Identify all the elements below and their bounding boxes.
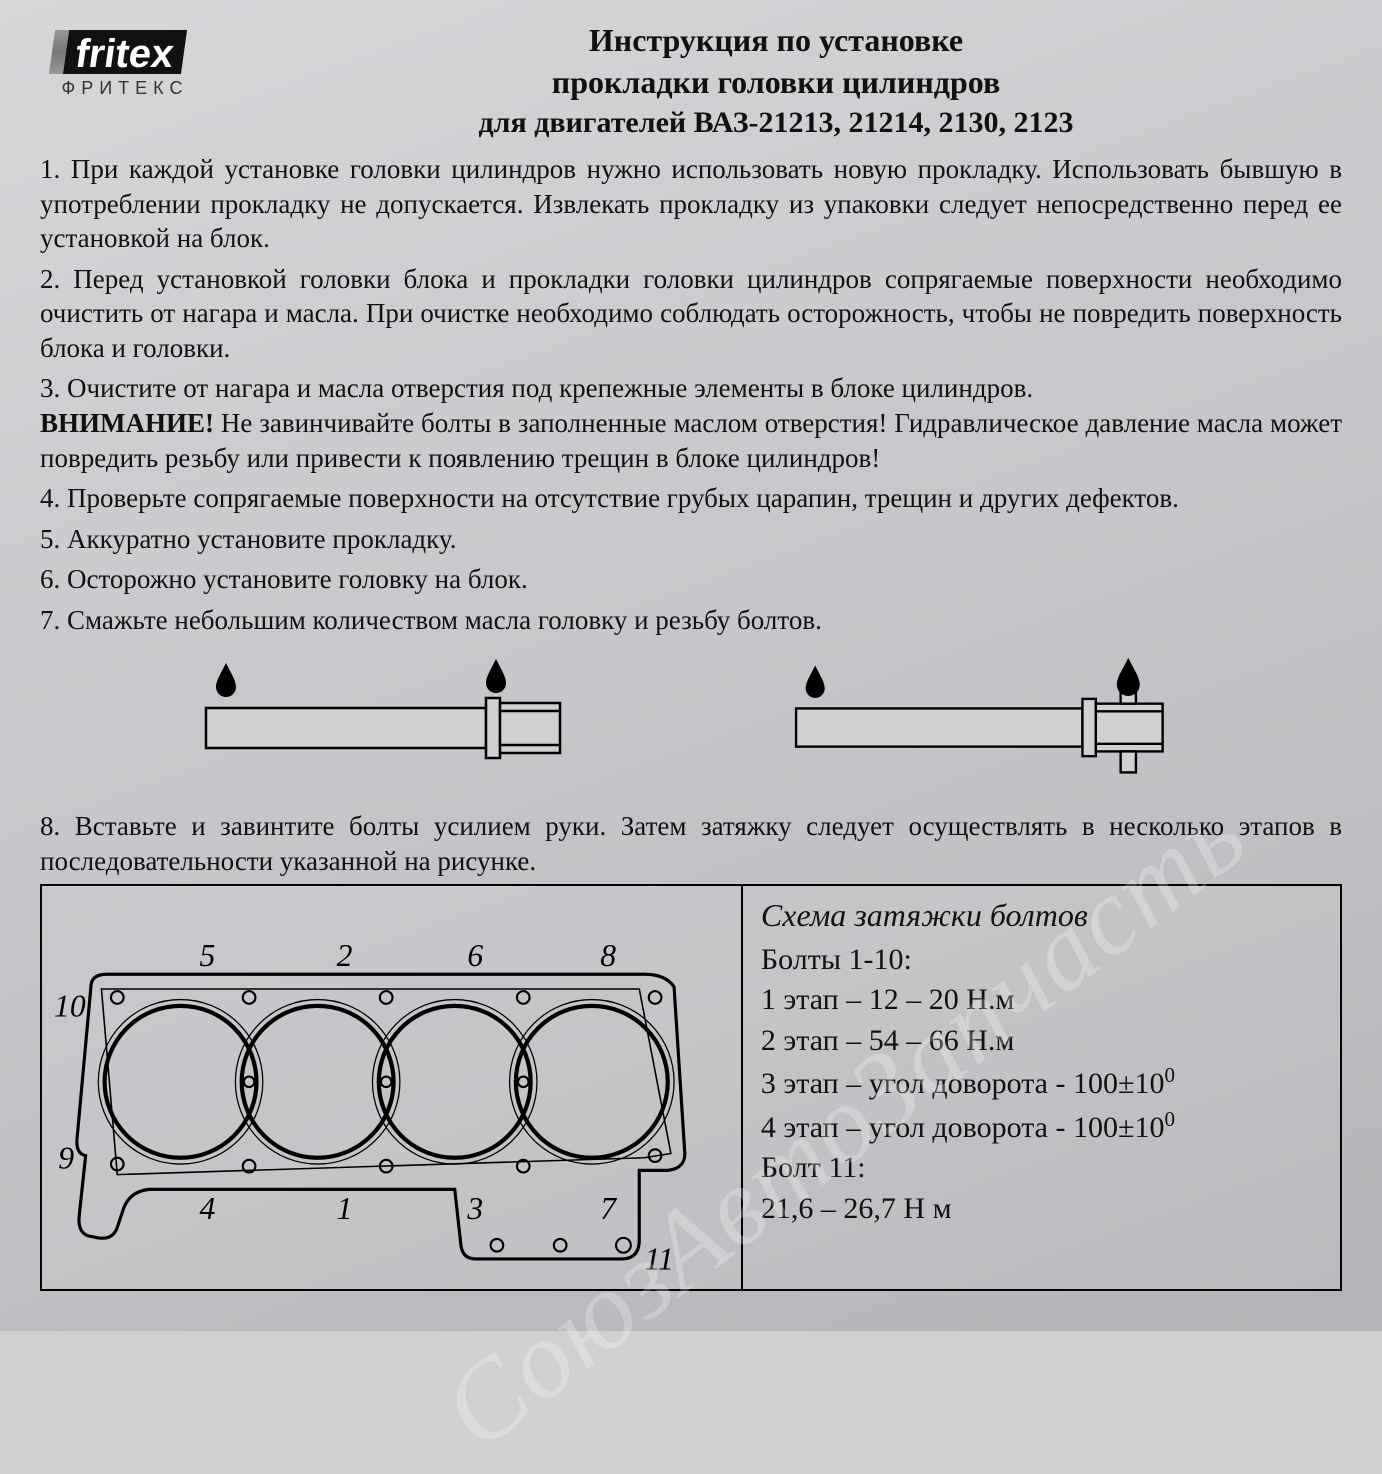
title-line-3: для двигателей ВАЗ-21213, 21214, 2130, 2…	[210, 103, 1342, 142]
svg-text:1: 1	[337, 1191, 353, 1226]
paragraph-3b: Не завинчивайте болты в заполненные масл…	[40, 408, 1342, 473]
torque-step3-sup: 0	[1164, 1063, 1175, 1087]
title-block: Инструкция по установке прокладки головк…	[210, 20, 1342, 142]
svg-text:4: 4	[200, 1191, 216, 1226]
torque-group1: Болты 1-10:	[761, 940, 1330, 981]
paragraph-3: 3. Очистите от нагара и масла отверстия …	[40, 371, 1342, 475]
torque-step2: 2 этап – 54 – 66 Н.м	[761, 1021, 1330, 1062]
paragraph-1: 1. При каждой установке головки цилиндро…	[40, 152, 1342, 256]
torque-step4-pm: ±10	[1118, 1111, 1164, 1144]
warning-label: ВНИМАНИЕ!	[40, 408, 214, 438]
paragraph-7: 7. Смажьте небольшим количеством масла г…	[40, 603, 1342, 638]
bolt-short-icon	[186, 653, 606, 783]
torque-group2: Болт 11:	[761, 1148, 1330, 1189]
paragraph-6: 6. Осторожно установите головку на блок.	[40, 562, 1342, 597]
torque-step4: 4 этап – угол доворота - 100±100	[761, 1105, 1330, 1149]
svg-text:11: 11	[645, 1242, 674, 1277]
torque-scheme-box: 10 5 2 6 8 9 4 1 3 7 11 Схема затяжки	[40, 884, 1342, 1290]
svg-text:9: 9	[58, 1141, 74, 1176]
svg-text:3: 3	[466, 1191, 483, 1226]
svg-text:5: 5	[200, 938, 216, 973]
brand-logo: fritex ФРИТЕКС	[40, 30, 210, 99]
page: СоюзАвтоЗапчасть fritex ФРИТЕКС Инструкц…	[0, 0, 1382, 1331]
torque-header: Схема затяжки болтов	[761, 894, 1330, 937]
title-line-2: прокладки головки цилиндров	[210, 62, 1342, 104]
torque-step3-pre: 3 этап – угол доворота - 100	[761, 1067, 1118, 1100]
paragraph-4: 4. Проверьте сопрягаемые поверхности на …	[40, 481, 1342, 516]
torque-step1: 1 этап – 12 – 20 Н.м	[761, 980, 1330, 1021]
svg-text:6: 6	[467, 938, 483, 973]
svg-text:7: 7	[600, 1191, 617, 1226]
gasket-diagram: 10 5 2 6 8 9 4 1 3 7 11	[42, 886, 743, 1288]
torque-text: Схема затяжки болтов Болты 1-10: 1 этап …	[743, 886, 1340, 1288]
torque-step3-pm: ±10	[1118, 1067, 1164, 1100]
torque-step3: 3 этап – угол доворота - 100±100	[761, 1061, 1330, 1105]
torque-step4-pre: 4 этап – угол доворота - 100	[761, 1111, 1118, 1144]
svg-text:2: 2	[337, 938, 353, 973]
svg-text:8: 8	[600, 938, 616, 973]
bolt-long-icon	[777, 653, 1197, 783]
body: 1. При каждой установке головки цилиндро…	[40, 152, 1342, 1290]
svg-text:10: 10	[54, 989, 86, 1024]
torque-step4-sup: 0	[1164, 1107, 1175, 1131]
brand-logo-sub: ФРИТЕКС	[40, 78, 210, 99]
paragraph-8: 8. Вставьте и завинтите болты усилием ру…	[40, 809, 1342, 878]
bolt-lubrication-diagram	[40, 643, 1342, 803]
paragraph-2: 2. Перед установкой головки блока и прок…	[40, 262, 1342, 366]
torque-bolt11: 21,6 – 26,7 Н м	[761, 1189, 1330, 1230]
paragraph-3a: 3. Очистите от нагара и масла отверстия …	[40, 373, 1033, 403]
header: fritex ФРИТЕКС Инструкция по установке п…	[40, 20, 1342, 142]
gasket-svg: 10 5 2 6 8 9 4 1 3 7 11	[54, 892, 729, 1282]
title-line-1: Инструкция по установке	[210, 20, 1342, 62]
paragraph-5: 5. Аккуратно установите прокладку.	[40, 522, 1342, 557]
brand-logo-text: fritex	[63, 30, 187, 74]
